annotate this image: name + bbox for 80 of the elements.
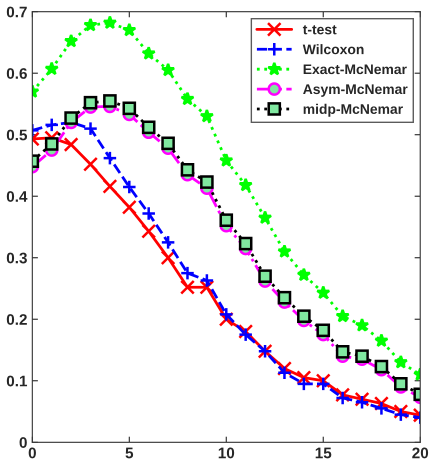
x-tick-label: 15 bbox=[316, 448, 332, 458]
y-tick-label: 0.3 bbox=[6, 252, 27, 264]
point bbox=[393, 407, 408, 422]
legend-label: midp-McNemar bbox=[304, 104, 403, 117]
point bbox=[219, 153, 234, 167]
legend-label: Wilcoxon bbox=[302, 44, 364, 54]
point bbox=[316, 285, 330, 300]
y-tick-label: 0.1 bbox=[6, 376, 28, 386]
point bbox=[355, 349, 369, 363]
point bbox=[44, 61, 59, 76]
point bbox=[180, 266, 195, 281]
point bbox=[142, 46, 156, 60]
point bbox=[180, 92, 195, 106]
point bbox=[278, 290, 292, 305]
point bbox=[238, 327, 254, 342]
point bbox=[44, 137, 59, 151]
point bbox=[335, 390, 350, 406]
point bbox=[44, 117, 60, 132]
point bbox=[84, 96, 98, 110]
y-tick-label: 0 bbox=[20, 437, 27, 448]
point bbox=[394, 377, 408, 391]
point bbox=[374, 333, 389, 348]
point bbox=[142, 120, 156, 134]
y-tick-label: 0.6 bbox=[6, 68, 27, 79]
point bbox=[296, 267, 312, 282]
point bbox=[122, 22, 136, 36]
point bbox=[102, 150, 118, 166]
x-tick-label: 20 bbox=[412, 448, 428, 458]
legend-label: Exact-McNemar bbox=[304, 64, 407, 74]
point bbox=[296, 376, 312, 392]
point bbox=[64, 137, 79, 152]
point bbox=[83, 18, 98, 32]
point bbox=[122, 101, 136, 116]
y-tick-label: 0.5 bbox=[6, 130, 28, 140]
point bbox=[394, 354, 408, 369]
point bbox=[122, 200, 137, 215]
point bbox=[102, 178, 118, 194]
point bbox=[200, 108, 214, 123]
x-tick-label: 0 bbox=[28, 448, 36, 458]
x-tick-label: 10 bbox=[218, 448, 234, 458]
point bbox=[160, 62, 176, 76]
y-tick-label: 0.7 bbox=[6, 6, 27, 18]
point bbox=[102, 15, 118, 30]
point bbox=[83, 156, 98, 172]
point bbox=[258, 269, 272, 283]
x-tick-label: 5 bbox=[126, 448, 134, 458]
point bbox=[141, 206, 156, 221]
point bbox=[161, 136, 175, 150]
point bbox=[238, 236, 252, 250]
point bbox=[180, 280, 195, 295]
point bbox=[180, 162, 194, 177]
point bbox=[335, 308, 350, 322]
point bbox=[64, 111, 78, 125]
legend-label: t-test bbox=[302, 25, 337, 34]
point bbox=[374, 400, 389, 416]
point bbox=[200, 175, 214, 189]
point bbox=[219, 213, 234, 228]
point bbox=[141, 224, 156, 239]
point bbox=[44, 130, 60, 146]
point bbox=[336, 345, 350, 359]
point bbox=[277, 244, 292, 258]
point bbox=[103, 94, 117, 108]
point bbox=[160, 234, 176, 250]
y-tick-label: 0.2 bbox=[6, 314, 27, 325]
point bbox=[316, 376, 331, 392]
point bbox=[218, 306, 234, 322]
point bbox=[83, 121, 98, 136]
point bbox=[354, 394, 370, 410]
point bbox=[122, 180, 137, 194]
point bbox=[354, 318, 370, 332]
point bbox=[238, 178, 253, 192]
point bbox=[258, 210, 272, 224]
point bbox=[199, 272, 214, 288]
point bbox=[297, 309, 311, 323]
point bbox=[64, 34, 78, 48]
point bbox=[316, 324, 330, 338]
y-tick-label: 0.4 bbox=[6, 191, 28, 202]
point bbox=[276, 365, 292, 380]
legend-label: Asym-McNemar bbox=[303, 84, 408, 97]
point bbox=[374, 360, 388, 374]
